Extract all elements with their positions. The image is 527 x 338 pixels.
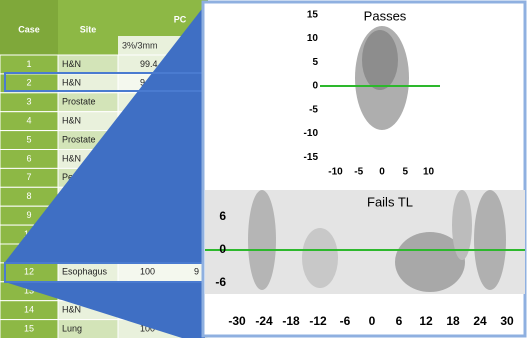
- case-number: 7: [26, 172, 31, 182]
- header-text: PC: [174, 14, 187, 24]
- y-tick-label: 0: [312, 81, 318, 92]
- site-name: H&N: [62, 78, 81, 88]
- x-tick-label: -5: [354, 167, 363, 178]
- x-tick-label: -12: [309, 314, 327, 328]
- x-tick-label: 0: [379, 167, 385, 178]
- site-name: Prostate: [62, 97, 96, 107]
- x-tick-label: 6: [396, 314, 403, 328]
- x-tick-label: -10: [328, 167, 343, 178]
- pc-value: 100: [140, 267, 155, 277]
- case-number: 8: [26, 191, 31, 201]
- case-number: 9: [26, 210, 31, 220]
- slide: Case Site PC 3%/3mm 1 H&N 99.4 2 H&N 9 3 Prosta…: [0, 0, 527, 338]
- case-number: 2: [26, 78, 31, 88]
- site-name: H&N: [62, 153, 81, 163]
- x-tick-label: 12: [419, 314, 433, 328]
- y-tick-label: -15: [304, 152, 319, 163]
- pc-value: 99.4: [140, 59, 158, 69]
- dose-blob: [474, 190, 506, 290]
- case-number: 1: [26, 59, 31, 69]
- x-tick-label: 10: [423, 167, 435, 178]
- case-number: 15: [24, 323, 34, 333]
- x-tick-label: -24: [255, 314, 273, 328]
- case-number: 14: [24, 305, 34, 315]
- zoom-panel: Passes Fails TL: [203, 2, 525, 336]
- dose-blob: [362, 30, 398, 90]
- case-number: 4: [26, 116, 31, 126]
- x-tick-label: -30: [228, 314, 246, 328]
- case-number: 6: [26, 153, 31, 163]
- y-tick-label: 10: [307, 33, 319, 44]
- y-tick-label: 6: [219, 209, 226, 223]
- y-tick-label: -10: [304, 128, 319, 139]
- x-tick-label: 5: [402, 167, 408, 178]
- site-name: Prostate: [62, 134, 96, 144]
- case-number: 3: [26, 97, 31, 107]
- x-tick-label: 0: [369, 314, 376, 328]
- y-tick-label: 5: [312, 57, 318, 68]
- case-number: 12: [24, 267, 34, 277]
- y-tick-label: 0: [219, 242, 226, 256]
- x-tick-label: -6: [340, 314, 351, 328]
- y-tick-label: 15: [307, 9, 319, 20]
- y-tick-label: -5: [309, 104, 318, 115]
- header-text: Case: [18, 24, 40, 34]
- header-text: 3%/3mm: [122, 40, 158, 50]
- pc-value: 9: [194, 267, 199, 277]
- plot-title: Passes: [364, 8, 407, 23]
- case-number: 5: [26, 134, 31, 144]
- x-tick-label: 24: [473, 314, 487, 328]
- site-name: Esophagus: [62, 267, 108, 277]
- dose-blob: [248, 190, 276, 290]
- y-tick-label: -6: [215, 275, 226, 289]
- x-tick-label: -18: [282, 314, 300, 328]
- x-tick-label: 18: [446, 314, 460, 328]
- site-name: Lung: [62, 323, 82, 333]
- plot-title: Fails TL: [367, 194, 413, 209]
- dose-blob: [302, 228, 338, 288]
- header-text: Site: [80, 24, 97, 34]
- x-tick-label: 30: [500, 314, 514, 328]
- site-name: H&N: [62, 116, 81, 126]
- site-name: H&N: [62, 305, 81, 315]
- site-name: H&N: [62, 59, 81, 69]
